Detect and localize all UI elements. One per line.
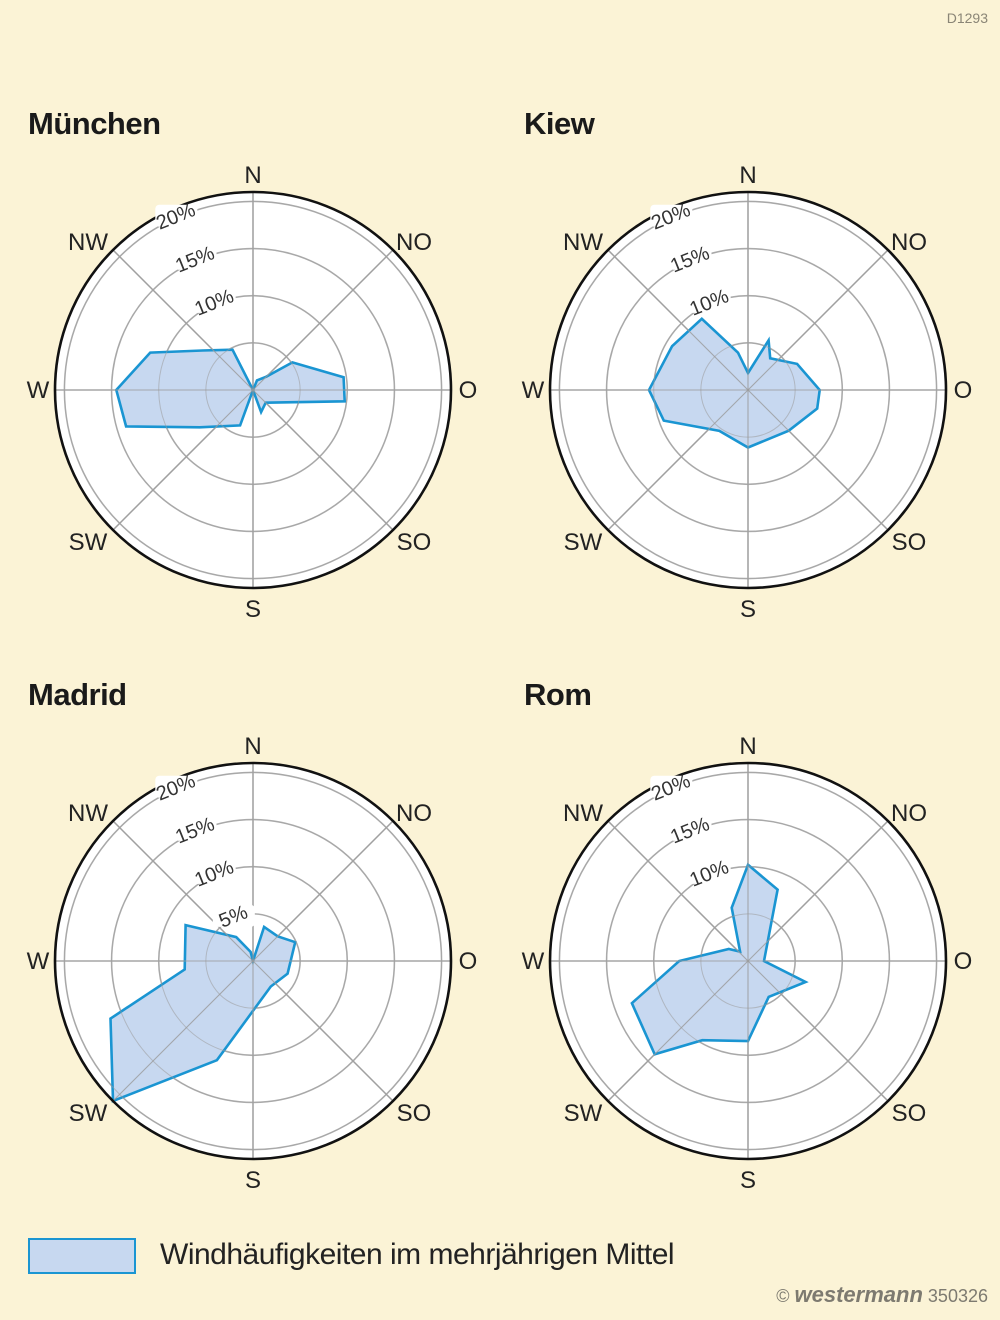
direction-label-SO: SO xyxy=(892,529,927,556)
direction-label-N: N xyxy=(244,733,261,760)
grid-ring-overlay xyxy=(653,295,843,485)
ring-label-bg xyxy=(688,290,731,313)
direction-label-N: N xyxy=(244,162,261,189)
grid-ring-overlay xyxy=(111,248,395,532)
grid-spoke-overlay xyxy=(252,960,394,1102)
grid-spoke-overlay xyxy=(607,960,749,1102)
direction-label-S: S xyxy=(245,1167,261,1194)
grid-spoke-overlay xyxy=(252,249,394,391)
direction-label-SO: SO xyxy=(397,529,432,556)
direction-label-S: S xyxy=(740,1167,756,1194)
grid-ring-overlay xyxy=(700,342,796,438)
grid-spoke-overlay xyxy=(112,249,254,391)
grid-ring-overlay xyxy=(653,866,843,1056)
direction-label-SW: SW xyxy=(69,529,108,556)
grid-ring-overlay xyxy=(700,913,796,1009)
copyright-symbol: © xyxy=(776,1286,790,1306)
chart-title: Kiew xyxy=(524,106,596,141)
publisher-number: 350326 xyxy=(927,1286,988,1306)
grid-spoke-overlay xyxy=(607,389,749,531)
direction-label-NW: NW xyxy=(68,800,108,827)
direction-label-NW: NW xyxy=(563,800,603,827)
grid-spoke-overlay xyxy=(112,820,254,962)
grid-ring-overlay xyxy=(63,200,443,580)
ring-label-bg xyxy=(174,247,217,270)
grid-ring-overlay xyxy=(606,819,890,1103)
grid-ring-overlay xyxy=(606,248,890,532)
ring-label-bg xyxy=(155,775,198,798)
publisher-credit: © westermann 350326 xyxy=(776,1282,988,1308)
ring-label-bg xyxy=(193,290,236,313)
direction-label-W: W xyxy=(27,377,50,404)
direction-label-N: N xyxy=(739,162,756,189)
figure-code: D1293 xyxy=(946,10,988,26)
ring-label-bg xyxy=(688,861,731,884)
direction-label-O: O xyxy=(459,948,478,975)
direction-label-NO: NO xyxy=(891,800,927,827)
direction-label-W: W xyxy=(522,377,545,404)
direction-label-NW: NW xyxy=(68,229,108,256)
grid-spoke-overlay xyxy=(252,820,394,962)
grid-spoke-overlay xyxy=(112,389,254,531)
legend-swatch xyxy=(28,1238,136,1274)
direction-label-O: O xyxy=(459,377,478,404)
direction-label-W: W xyxy=(522,948,545,975)
ring-label-bg xyxy=(669,818,712,841)
outer-circle xyxy=(548,190,948,590)
direction-label-O: O xyxy=(954,377,973,404)
grid-ring-overlay xyxy=(558,771,938,1151)
ring-label-bg xyxy=(193,861,236,884)
direction-label-SW: SW xyxy=(564,1100,603,1127)
publisher-brand: westermann xyxy=(794,1282,923,1307)
grid-spoke-overlay xyxy=(747,820,889,962)
outer-circle xyxy=(548,761,948,1161)
legend: Windhäufigkeiten im mehrjährigen Mittel xyxy=(28,1236,728,1280)
direction-label-O: O xyxy=(954,948,973,975)
grid-ring-overlay xyxy=(158,295,348,485)
grid-ring-overlay xyxy=(158,866,348,1056)
chart-title: München xyxy=(28,106,161,141)
grid-spoke-overlay xyxy=(607,249,749,391)
grid-ring-overlay xyxy=(205,342,301,438)
ring-label-bg xyxy=(174,818,217,841)
outer-circle xyxy=(53,190,453,590)
direction-label-NO: NO xyxy=(891,229,927,256)
ring-label-bg xyxy=(650,204,693,227)
grid-spoke-overlay xyxy=(607,820,749,962)
grid-ring-overlay xyxy=(63,771,443,1151)
grid-spoke-overlay xyxy=(112,960,254,1102)
chart-title: Madrid xyxy=(28,677,127,712)
ring-label-bg xyxy=(212,904,255,927)
ring-label-bg xyxy=(155,204,198,227)
direction-label-NO: NO xyxy=(396,229,432,256)
direction-label-SW: SW xyxy=(564,529,603,556)
direction-label-W: W xyxy=(27,948,50,975)
grid-spoke-overlay xyxy=(747,249,889,391)
grid-spoke-overlay xyxy=(747,960,889,1102)
chart-title: Rom xyxy=(524,677,591,712)
outer-circle xyxy=(53,761,453,1161)
grid-spoke-overlay xyxy=(252,389,394,531)
direction-label-NO: NO xyxy=(396,800,432,827)
direction-label-S: S xyxy=(740,596,756,623)
grid-ring-overlay xyxy=(111,819,395,1103)
direction-label-S: S xyxy=(245,596,261,623)
ring-label-bg xyxy=(669,247,712,270)
direction-label-N: N xyxy=(739,733,756,760)
ring-label-bg xyxy=(650,775,693,798)
direction-label-SO: SO xyxy=(892,1100,927,1127)
grid-ring-overlay xyxy=(558,200,938,580)
legend-label: Windhäufigkeiten im mehrjährigen Mittel xyxy=(160,1238,675,1271)
direction-label-NW: NW xyxy=(563,229,603,256)
grid-spoke-overlay xyxy=(747,389,889,531)
direction-label-SW: SW xyxy=(69,1100,108,1127)
direction-label-SO: SO xyxy=(397,1100,432,1127)
